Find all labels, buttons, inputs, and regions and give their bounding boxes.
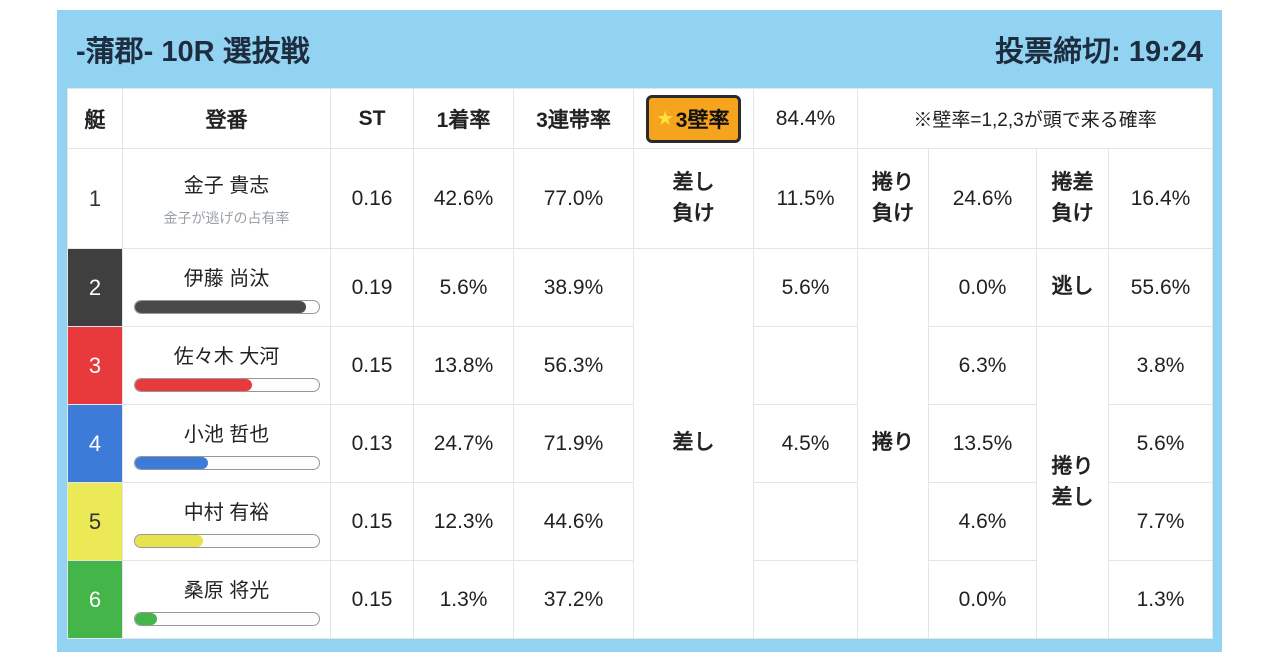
racer-cell: 佐々木 大河 — [122, 326, 331, 405]
share-bar — [133, 533, 320, 548]
share-bar — [133, 299, 320, 314]
st-value: 0.15 — [330, 560, 414, 639]
col-header-top3: 3連帯率 — [513, 88, 634, 149]
table-row: 1 金子 貴志 金子が逃げの占有率 0.16 42.6% 77.0% 差し 負け… — [67, 148, 1214, 249]
kimarite-rate: 24.6% — [928, 148, 1037, 249]
share-bar-fill — [134, 534, 203, 547]
st-value: 0.13 — [330, 404, 414, 483]
racer-name: 小池 哲也 — [183, 423, 270, 446]
col-header-reg: 登番 — [122, 88, 331, 149]
share-bar — [133, 377, 320, 392]
top3-rate: 38.9% — [513, 248, 634, 327]
table-header-row: 艇 登番 ST 1着率 3連帯率 ★ 3壁率 84.4% ※壁率=1,2,3が頭で… — [67, 88, 1214, 149]
kimarite-rate: 3.8% — [1107, 326, 1214, 405]
vote-deadline: 投票締切: 19:24 — [995, 36, 1203, 68]
kimarite-rate: 55.6% — [1107, 248, 1214, 327]
col-header-st: ST — [330, 88, 414, 149]
stats-table: 艇 登番 ST 1着率 3連帯率 ★ 3壁率 84.4% ※壁率=1,2,3が頭で… — [67, 88, 1214, 639]
share-bar — [133, 611, 320, 626]
wall-rate-note: ※壁率=1,2,3が頭で来る確率 — [856, 88, 1214, 149]
st-value: 0.15 — [330, 326, 414, 405]
kimarite-label: 捲差 負け — [1036, 148, 1109, 249]
st-value: 0.15 — [330, 482, 414, 561]
race-card: -蒲郡- 10R 選抜戦 投票締切: 19:24 艇 登番 ST 1着率 3連帯… — [57, 10, 1222, 652]
share-bar-fill — [134, 300, 306, 313]
star-icon: ★ — [657, 108, 673, 128]
kimarite-rate: 4.6% — [928, 482, 1037, 561]
wall-rate-label: 3壁率 — [675, 108, 730, 132]
kimarite-rate — [753, 326, 858, 405]
share-bar-fill — [134, 378, 253, 391]
st-value: 0.19 — [330, 248, 414, 327]
col-header-wall: ★ 3壁率 — [633, 88, 754, 149]
col-header-boat: 艇 — [67, 88, 123, 149]
kimarite-rate: 0.0% — [928, 248, 1037, 327]
table-row: 6 桑原 将光 0.15 1.3% 37.2% 0.0% 1.3% — [67, 560, 1214, 639]
kimarite-rate: 11.5% — [753, 148, 858, 249]
racer-cell: 小池 哲也 — [122, 404, 331, 483]
racer-name: 金子 貴志 — [183, 175, 270, 197]
win-rate: 13.8% — [413, 326, 514, 405]
st-value: 0.16 — [330, 148, 414, 249]
top3-rate: 71.9% — [513, 404, 634, 483]
kimarite-rate: 13.5% — [928, 404, 1037, 483]
kimarite-label: 差し 負け — [633, 148, 754, 249]
boat-number: 5 — [67, 482, 123, 561]
kimarite-rate — [753, 482, 858, 561]
kimarite-rate: 4.5% — [753, 404, 858, 483]
racer-name: 中村 有裕 — [183, 501, 270, 524]
kimarite-label-makuri-sashi: 捲り 差し — [1036, 326, 1109, 639]
kimarite-rate — [753, 560, 858, 639]
racer-name: 桑原 将光 — [183, 579, 270, 602]
share-bar — [133, 455, 320, 470]
table-row: 4 小池 哲也 0.13 24.7% 71.9% 4.5% 13.5% 5.6% — [67, 404, 1214, 483]
table-row: 3 佐々木 大河 0.15 13.8% 56.3% 6.3% 捲り 差し 3.8… — [67, 326, 1214, 639]
share-bar-fill — [134, 456, 209, 469]
wall-rate-value: 84.4% — [753, 88, 858, 149]
kimarite-label-sashi: 差し — [633, 248, 754, 639]
bar-caption: 金子が逃げの占有率 — [163, 210, 290, 226]
share-bar-fill — [134, 612, 157, 625]
win-rate: 42.6% — [413, 148, 514, 249]
racer-name: 伊藤 尚汰 — [183, 267, 270, 290]
win-rate: 24.7% — [413, 404, 514, 483]
boat-number: 1 — [67, 148, 123, 249]
racer-cell: 金子 貴志 金子が逃げの占有率 — [122, 148, 331, 249]
top3-rate: 77.0% — [513, 148, 634, 249]
win-rate: 5.6% — [413, 248, 514, 327]
top3-rate: 37.2% — [513, 560, 634, 639]
racer-name: 佐々木 大河 — [173, 345, 280, 368]
kimarite-rate: 16.4% — [1107, 148, 1214, 249]
racer-cell: 中村 有裕 — [122, 482, 331, 561]
kimarite-rate: 1.3% — [1107, 560, 1214, 639]
kimarite-rate: 0.0% — [928, 560, 1037, 639]
win-rate: 1.3% — [413, 560, 514, 639]
kimarite-label: 捲り 負け — [857, 148, 929, 249]
stats-table-wrap: 艇 登番 ST 1着率 3連帯率 ★ 3壁率 84.4% ※壁率=1,2,3が頭で… — [67, 88, 1214, 639]
kimarite-rate: 7.7% — [1107, 482, 1214, 561]
table-row: 2 伊藤 尚汰 0.19 5.6% 38.9% 差し 5.6% 捲り 0.0% … — [67, 248, 1214, 639]
top3-rate: 56.3% — [513, 326, 634, 405]
boat-number: 4 — [67, 404, 123, 483]
kimarite-label-nigashi: 逃し — [1036, 248, 1109, 327]
boat-number: 6 — [67, 560, 123, 639]
racer-cell: 伊藤 尚汰 — [122, 248, 331, 327]
racer-cell: 桑原 将光 — [122, 560, 331, 639]
win-rate: 12.3% — [413, 482, 514, 561]
wall-rate-badge[interactable]: ★ 3壁率 — [645, 94, 742, 143]
col-header-win: 1着率 — [413, 88, 514, 149]
boat-number: 2 — [67, 248, 123, 327]
race-title: -蒲郡- 10R 選抜戦 — [76, 36, 310, 68]
top3-rate: 44.6% — [513, 482, 634, 561]
kimarite-rate: 5.6% — [753, 248, 858, 327]
race-header: -蒲郡- 10R 選抜戦 投票締切: 19:24 — [57, 10, 1222, 88]
kimarite-rate: 6.3% — [928, 326, 1037, 405]
kimarite-label-makuri: 捲り — [857, 248, 929, 639]
boat-number: 3 — [67, 326, 123, 405]
kimarite-rate: 5.6% — [1107, 404, 1214, 483]
